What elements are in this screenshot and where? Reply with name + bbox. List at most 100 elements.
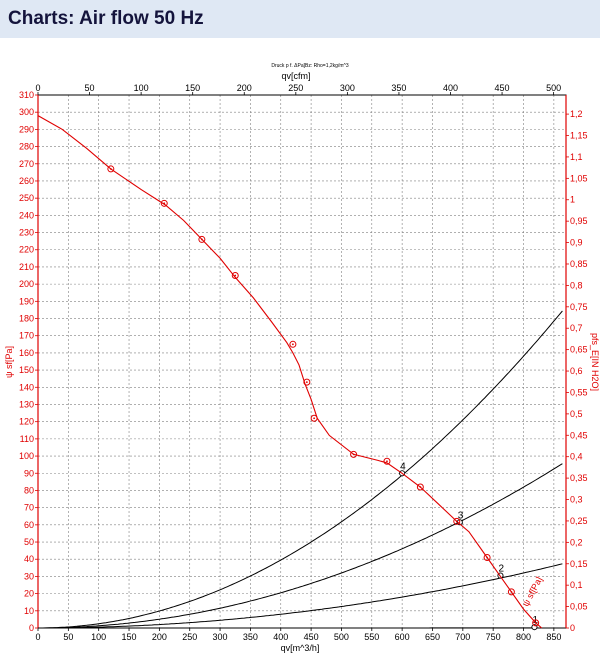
y-tick-label: 150 — [19, 365, 34, 375]
y-tick-label: 280 — [19, 142, 34, 152]
y-tick-label: 210 — [19, 262, 34, 272]
y2-tick-label: 1,15 — [570, 131, 588, 141]
y-tick-label: 300 — [19, 107, 34, 117]
x-tick-label: 600 — [395, 632, 410, 642]
y-tick-label: 230 — [19, 228, 34, 238]
x2-axis-label: qv[cfm] — [281, 71, 310, 81]
y2-tick-label: 1,2 — [570, 109, 583, 119]
x2-tick-label: 500 — [546, 83, 561, 93]
x2-tick-label: 250 — [288, 83, 303, 93]
y2-tick-label: 0,9 — [570, 238, 583, 248]
y-tick-label: 220 — [19, 245, 34, 255]
fan-curve-marker — [350, 450, 358, 458]
x2-tick-label: 100 — [134, 83, 149, 93]
y-axis-label: ψ sf[Pa] — [4, 346, 14, 378]
y2-tick-label: 0,55 — [570, 387, 588, 397]
y2-tick-label: 0,15 — [570, 559, 588, 569]
system-curve-label: 4 — [400, 461, 406, 472]
x-tick-label: 450 — [304, 632, 319, 642]
x-tick-label: 700 — [455, 632, 470, 642]
y-tick-label: 260 — [19, 176, 34, 186]
y-tick-label: 170 — [19, 331, 34, 341]
x2-tick-label: 150 — [185, 83, 200, 93]
fan-curve-marker-dot — [386, 460, 388, 463]
y-tick-label: 70 — [24, 503, 34, 513]
y-tick-label: 250 — [19, 193, 34, 203]
page-title: Charts: Air flow 50 Hz — [8, 8, 204, 29]
y2-tick-label: 0,45 — [570, 430, 588, 440]
y-tick-label: 90 — [24, 468, 34, 478]
y2-tick-label: 1,05 — [570, 173, 588, 183]
y2-tick-label: 0 — [570, 623, 575, 633]
system-curve-label: 3 — [458, 510, 464, 521]
y-tick-label: 160 — [19, 348, 34, 358]
fan-curve-marker-dot — [163, 202, 166, 205]
fan-curve-marker — [453, 517, 461, 525]
y-tick-label: 50 — [24, 537, 34, 547]
y-tick-label: 80 — [24, 485, 34, 495]
fan-curve-marker — [416, 483, 424, 491]
y-tick-label: 0 — [29, 623, 34, 633]
fan-curve-marker-dot — [510, 590, 513, 593]
y2-tick-label: 0,35 — [570, 473, 588, 483]
x-axis-label: qv[m^3/h] — [281, 643, 320, 653]
system-curve — [38, 310, 563, 629]
x2-tick-label: 400 — [443, 83, 458, 93]
fan-curve-marker — [483, 554, 491, 562]
y2-tick-label: 0,8 — [570, 280, 583, 290]
y2-tick-label: 0,75 — [570, 302, 588, 312]
y-tick-label: 60 — [24, 520, 34, 530]
fan-curve-marker-dot — [234, 274, 237, 277]
y2-tick-label: 0,1 — [570, 580, 583, 590]
x-tick-label: 500 — [334, 632, 349, 642]
fan-curve-marker — [507, 588, 515, 596]
y2-tick-label: 0,85 — [570, 259, 588, 269]
system-curve — [38, 463, 563, 629]
x2-tick-label: 350 — [391, 83, 406, 93]
y2-tick-label: 0,7 — [570, 323, 583, 333]
y-tick-label: 10 — [24, 606, 34, 616]
fan-curve-marker — [289, 340, 297, 348]
x2-tick-label: 0 — [35, 83, 40, 93]
y2-tick-label: 0,5 — [570, 409, 583, 419]
fan-curve-marker-dot — [291, 343, 294, 346]
x2-tick-label: 300 — [340, 83, 355, 93]
x2-tick-label: 450 — [495, 83, 510, 93]
y2-tick-label: 1 — [570, 195, 575, 205]
y-tick-label: 130 — [19, 399, 34, 409]
fan-curve-marker-dot — [313, 417, 316, 420]
fan-curve-marker-dot — [352, 453, 355, 456]
fan-curve-marker — [383, 457, 391, 465]
fan-curve-marker-dot — [455, 520, 458, 523]
y-tick-label: 180 — [19, 314, 34, 324]
x-tick-label: 550 — [364, 632, 379, 642]
fan-curve-marker — [303, 378, 311, 386]
x-tick-label: 200 — [152, 632, 167, 642]
y2-tick-label: 0,3 — [570, 495, 583, 505]
fan-curve — [37, 115, 543, 629]
x-tick-label: 850 — [546, 632, 561, 642]
system-curve-label: 2 — [498, 564, 504, 575]
x-tick-label: 750 — [486, 632, 501, 642]
curves: 1 2 3 4 ψ sf[Pa] — [37, 115, 563, 631]
y2-tick-label: 0,05 — [570, 602, 588, 612]
fan-curve-marker-dot — [534, 621, 537, 624]
y-tick-label: 120 — [19, 417, 34, 427]
y2-tick-label: 0,6 — [570, 366, 583, 376]
x-tick-label: 50 — [63, 632, 73, 642]
y-tick-label: 200 — [19, 279, 34, 289]
y2-tick-label: 0,25 — [570, 516, 588, 526]
y-tick-label: 100 — [19, 451, 34, 461]
fan-curve-marker — [310, 414, 318, 422]
y-tick-label: 240 — [19, 210, 34, 220]
y2-tick-label: 0,4 — [570, 452, 583, 462]
y-tick-label: 140 — [19, 382, 34, 392]
x-tick-label: 150 — [122, 632, 137, 642]
fan-curve-marker — [107, 165, 115, 173]
axes: 0 50 100 150 200 250 300 350 400 450 500 550 600 650 7… — [19, 83, 588, 642]
x-tick-label: 300 — [213, 632, 228, 642]
fan-curve-marker — [160, 199, 168, 207]
x-tick-label: 800 — [516, 632, 531, 642]
fan-curve-marker — [198, 235, 206, 243]
